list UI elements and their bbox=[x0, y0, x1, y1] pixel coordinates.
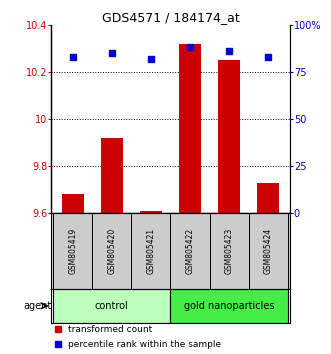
Text: GSM805423: GSM805423 bbox=[224, 228, 234, 274]
Text: transformed count: transformed count bbox=[68, 325, 152, 333]
Bar bbox=[140, 211, 162, 213]
Bar bbox=[258, 183, 279, 213]
Text: GSM805419: GSM805419 bbox=[68, 228, 77, 274]
Text: agent: agent bbox=[23, 301, 51, 311]
Text: GSM805424: GSM805424 bbox=[263, 228, 273, 274]
Bar bbox=[62, 194, 83, 213]
Bar bbox=[210, 213, 249, 289]
Text: GSM805422: GSM805422 bbox=[185, 228, 195, 274]
Title: GDS4571 / 184174_at: GDS4571 / 184174_at bbox=[102, 11, 239, 24]
Text: GSM805421: GSM805421 bbox=[146, 228, 156, 274]
Bar bbox=[249, 213, 288, 289]
Text: control: control bbox=[95, 301, 129, 311]
Bar bbox=[131, 213, 170, 289]
Text: GSM805420: GSM805420 bbox=[107, 228, 117, 274]
Bar bbox=[53, 289, 170, 323]
Bar bbox=[170, 289, 288, 323]
Text: gold nanoparticles: gold nanoparticles bbox=[184, 301, 274, 311]
Bar bbox=[53, 213, 92, 289]
Bar bbox=[101, 138, 122, 213]
Bar bbox=[218, 60, 240, 213]
Bar bbox=[92, 213, 131, 289]
Text: percentile rank within the sample: percentile rank within the sample bbox=[68, 340, 221, 349]
Bar bbox=[179, 44, 201, 213]
Bar bbox=[170, 213, 210, 289]
